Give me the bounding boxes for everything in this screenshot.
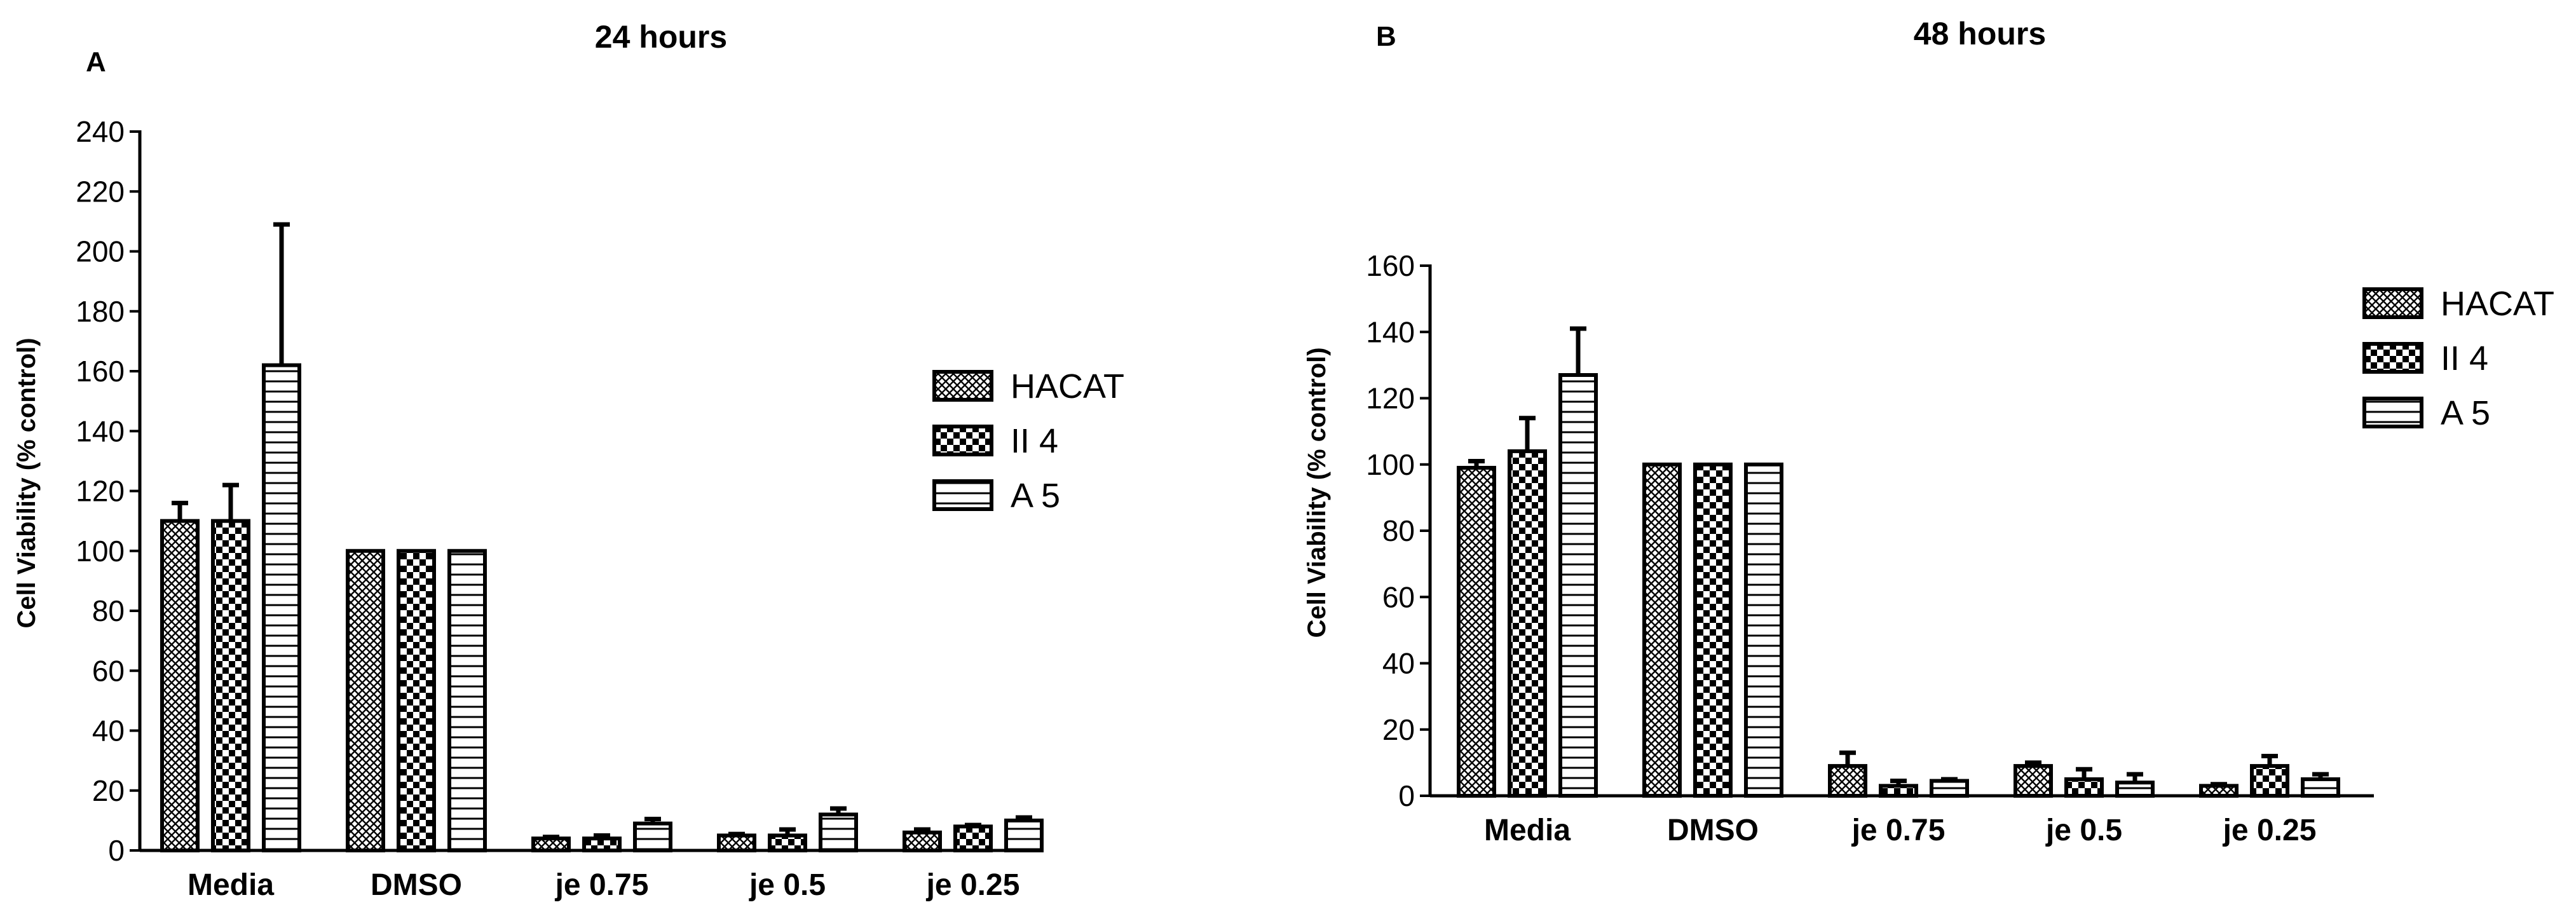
bar-ii-4 [2250,764,2289,798]
panel-a-chart: A 24 hours Cell Viability (% control) 0 2… [13,19,1124,902]
panel-letter: A [86,46,106,78]
legend-label: HACAT [2441,285,2554,323]
bar-a-5 [1930,779,1969,798]
legend: HACAT II 4 A 5 [2362,285,2554,432]
bar-a-5 [262,363,301,852]
x-tick-label: je 0.25 [926,868,1020,902]
bar-ii-4 [953,824,993,853]
panel-b-chart: B 48 hours Cell Viability (% control) 0 2… [1303,16,2554,847]
y-tick-label: 120 [76,475,125,508]
x-tick-label: je 0.5 [2045,814,2122,847]
bar-ii-4 [2064,777,2104,798]
x-tick-label: je 0.75 [1851,814,1946,847]
chart-title: 24 hours [595,19,727,55]
y-axis-label: Cell Viability (% control) [13,338,41,628]
chart-title: 48 hours [1914,16,2046,51]
legend-swatch [2362,287,2423,319]
bar-a-5 [1004,818,1044,852]
y-tick-label: 160 [76,355,125,388]
bar-a-5 [2115,781,2155,798]
x-tick-label: je 0.5 [749,868,826,902]
y-tick-label: 140 [1366,315,1415,348]
bar-a-5 [2301,777,2340,798]
y-tick-label: 120 [1366,382,1415,415]
y-axis-ticks: 0 20 40 60 80 100 120 140 160 180 200 220 240 [76,115,140,867]
bar-hacat [1828,764,1867,798]
y-tick-label: 220 [76,175,125,208]
bar-ii-4 [211,519,250,852]
y-tick-label: 20 [92,774,125,807]
legend-label: A 5 [1011,477,1060,515]
y-axis-label: Cell Viability (% control) [1303,347,1331,638]
x-tick-label: Media [187,868,274,902]
y-tick-label: 60 [92,654,125,687]
x-tick-label: DMSO [371,868,462,902]
y-tick-label: 200 [76,235,125,268]
bar-hacat [1642,462,1682,798]
bar-hacat [717,833,756,852]
bar-ii-4 [1693,462,1733,798]
y-tick-label: 160 [1366,249,1415,282]
legend-swatch [932,425,993,456]
y-tick-label: 0 [1398,779,1415,812]
bar-a-5 [633,821,672,853]
bar-hacat [903,830,942,852]
y-tick-label: 180 [76,295,125,328]
bar-a-5 [447,549,487,852]
bar-hacat [531,836,571,853]
y-tick-label: 100 [1366,448,1415,481]
legend-swatch [932,479,993,511]
y-tick-label: 0 [108,834,125,867]
bar-hacat [2014,764,2053,798]
y-tick-label: 80 [92,594,125,627]
bar-hacat [346,549,385,852]
bars [160,222,1044,853]
legend-swatch [2362,342,2423,374]
y-tick-label: 60 [1382,580,1415,613]
bar-a-5 [1558,373,1598,798]
legend-label: II 4 [2441,339,2488,378]
legend-label: A 5 [2441,394,2490,432]
x-tick-label: je 0.25 [2223,814,2317,847]
bars [1457,326,2340,798]
bar-hacat [1457,465,1496,798]
y-tick-label: 240 [76,115,125,148]
y-axis-ticks: 0 20 40 60 80 100 120 140 160 [1366,249,1430,812]
y-tick-label: 40 [1382,647,1415,680]
x-axis-ticks: Media DMSO je 0.75 je 0.5 je 0.25 [1484,814,2316,847]
legend-label: HACAT [1011,367,1124,406]
legend-swatch [932,370,993,402]
x-tick-label: je 0.75 [555,868,649,902]
y-tick-label: 20 [1382,713,1415,746]
x-tick-label: DMSO [1667,814,1759,847]
y-tick-label: 140 [76,414,125,447]
bar-ii-4 [582,836,622,853]
x-axis-ticks: Media DMSO je 0.75 je 0.5 je 0.25 [187,868,1019,902]
bar-ii-4 [1508,449,1547,798]
bar-ii-4 [768,833,807,852]
legend-label: II 4 [1011,422,1058,460]
legend-swatch [2362,397,2423,428]
y-tick-label: 100 [76,535,125,568]
x-tick-label: Media [1484,814,1571,847]
legend: HACAT II 4 A 5 [932,367,1124,515]
bar-ii-4 [397,549,436,852]
bar-a-5 [1744,462,1783,798]
bar-a-5 [819,812,858,852]
bar-hacat [160,519,200,852]
panel-letter: B [1376,21,1396,52]
y-tick-label: 80 [1382,514,1415,547]
y-tick-label: 40 [92,714,125,747]
